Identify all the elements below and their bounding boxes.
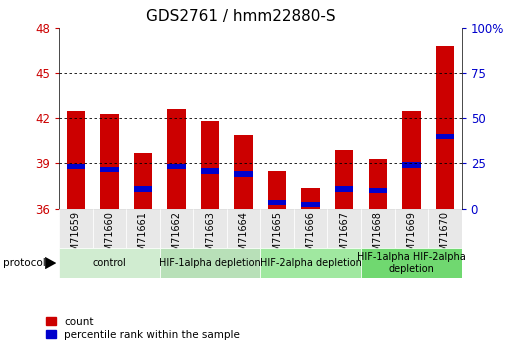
- Text: GDS2761 / hmm22880-S: GDS2761 / hmm22880-S: [146, 9, 336, 23]
- Bar: [193, 209, 227, 248]
- Text: GSM71663: GSM71663: [205, 211, 215, 264]
- Bar: [100, 114, 119, 209]
- Bar: [335, 186, 353, 192]
- Bar: [160, 209, 193, 248]
- Bar: [402, 111, 421, 209]
- Bar: [302, 188, 320, 209]
- Bar: [167, 164, 186, 169]
- Bar: [167, 109, 186, 209]
- Bar: [201, 121, 219, 209]
- Bar: [436, 46, 454, 209]
- Text: protocol: protocol: [3, 258, 45, 268]
- Polygon shape: [45, 257, 56, 269]
- Bar: [160, 248, 260, 278]
- Bar: [260, 209, 294, 248]
- Text: control: control: [92, 258, 126, 268]
- Text: GSM71660: GSM71660: [104, 211, 114, 264]
- Bar: [368, 188, 387, 193]
- Bar: [234, 135, 253, 209]
- Text: HIF-2alpha depletion: HIF-2alpha depletion: [260, 258, 362, 268]
- Bar: [436, 134, 454, 139]
- Bar: [361, 248, 462, 278]
- Text: GSM71662: GSM71662: [171, 211, 182, 264]
- Bar: [402, 162, 421, 168]
- Text: GSM71670: GSM71670: [440, 211, 450, 264]
- Bar: [67, 164, 85, 169]
- Bar: [227, 209, 260, 248]
- Text: HIF-1alpha HIF-2alpha
depletion: HIF-1alpha HIF-2alpha depletion: [357, 252, 466, 274]
- Bar: [294, 209, 327, 248]
- Bar: [268, 200, 286, 205]
- Bar: [234, 171, 253, 177]
- Bar: [268, 171, 286, 209]
- Bar: [428, 209, 462, 248]
- Bar: [361, 209, 394, 248]
- Bar: [92, 209, 126, 248]
- Text: GSM71665: GSM71665: [272, 211, 282, 264]
- Bar: [201, 168, 219, 174]
- Text: HIF-1alpha depletion: HIF-1alpha depletion: [159, 258, 261, 268]
- Text: GSM71669: GSM71669: [406, 211, 417, 264]
- Bar: [59, 209, 92, 248]
- Bar: [67, 111, 85, 209]
- Legend: count, percentile rank within the sample: count, percentile rank within the sample: [46, 317, 240, 340]
- Bar: [394, 209, 428, 248]
- Text: GSM71667: GSM71667: [339, 211, 349, 264]
- Bar: [100, 167, 119, 172]
- Bar: [368, 159, 387, 209]
- Bar: [134, 186, 152, 192]
- Text: GSM71666: GSM71666: [306, 211, 315, 264]
- Bar: [302, 201, 320, 207]
- Text: GSM71659: GSM71659: [71, 211, 81, 264]
- Bar: [327, 209, 361, 248]
- Bar: [260, 248, 361, 278]
- Text: GSM71661: GSM71661: [138, 211, 148, 264]
- Bar: [59, 248, 160, 278]
- Bar: [134, 153, 152, 209]
- Bar: [335, 150, 353, 209]
- Text: GSM71664: GSM71664: [239, 211, 249, 264]
- Text: GSM71668: GSM71668: [373, 211, 383, 264]
- Bar: [126, 209, 160, 248]
